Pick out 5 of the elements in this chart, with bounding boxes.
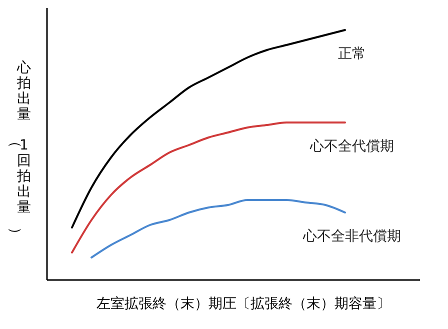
x-axis-title: 左室拡張終（末）期圧〔拡張終（末）期容量〕 [96,296,390,312]
series-label: 心不全代償期 [309,138,394,154]
series-label: 心不全非代償期 [302,228,401,244]
series-label: 正常 [338,46,366,62]
text: 心拍出量（1回拍出量） [7,60,31,241]
